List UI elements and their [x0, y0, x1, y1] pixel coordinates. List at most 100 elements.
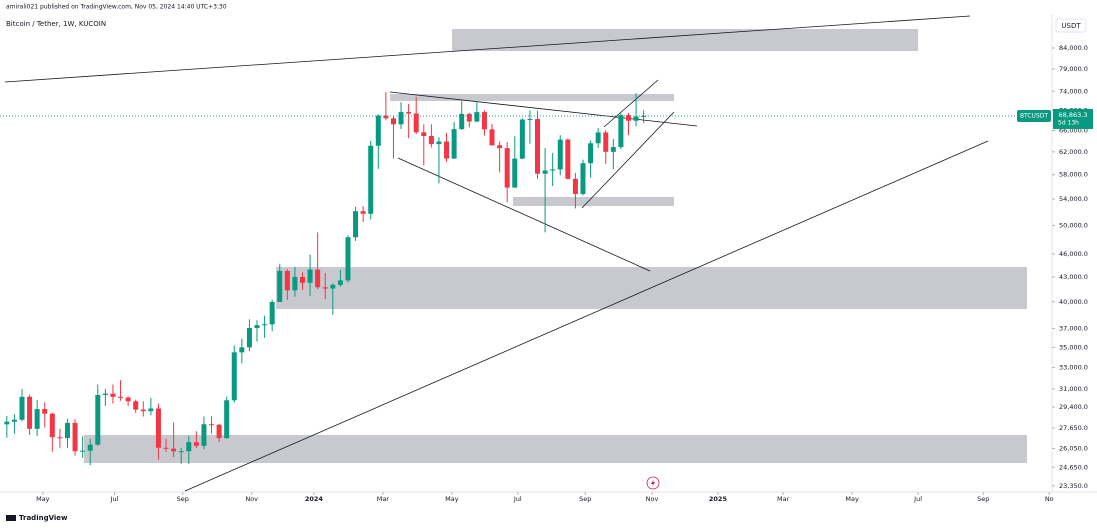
candle-body: [595, 132, 601, 144]
trend-line: [397, 157, 651, 272]
price-zone: [390, 94, 674, 101]
candle-body: [633, 116, 639, 121]
candle-body: [504, 148, 510, 188]
y-tick-label: 26,050.0: [1059, 444, 1088, 452]
y-tick-label: 23,350.0: [1059, 482, 1088, 490]
candle-body: [34, 409, 40, 429]
candle-body: [80, 450, 86, 452]
candle-body: [330, 284, 336, 289]
candle-body: [353, 211, 359, 238]
candle-body: [307, 269, 313, 283]
currency[interactable]: USDT: [1061, 22, 1081, 30]
candle-body: [413, 113, 419, 133]
y-tick-label: 50,000.0: [1059, 221, 1088, 229]
candle-body: [580, 163, 586, 194]
price-badge: [1053, 108, 1093, 129]
candle-body: [148, 408, 154, 412]
candle-body: [171, 448, 177, 452]
y-tick-label: 33,000.0: [1059, 364, 1088, 372]
x-tick-label: Sep: [977, 495, 989, 503]
candle-body: [466, 113, 472, 122]
candle-body: [345, 237, 351, 281]
candle-body: [610, 147, 616, 152]
candles: [4, 92, 647, 466]
candle-body: [64, 422, 70, 439]
x-tick-label: Nov: [646, 495, 659, 503]
candle-body: [49, 413, 55, 438]
candle-body: [390, 118, 396, 125]
candle-body: [42, 409, 48, 414]
candle-body: [11, 419, 17, 422]
candle-body: [125, 397, 131, 402]
trend-line: [581, 111, 675, 209]
candle-body: [284, 270, 290, 291]
y-tick-label: 43,000.0: [1059, 273, 1088, 281]
candle-body: [269, 302, 275, 325]
candle-body: [4, 421, 10, 425]
candle-body: [474, 112, 480, 122]
candle-body: [542, 170, 548, 174]
y-tick-label: 35,000.0: [1059, 343, 1088, 351]
candle-body: [625, 115, 631, 121]
lightning-icon[interactable]: [646, 476, 660, 490]
y-tick-label: 84,000.0: [1059, 44, 1088, 52]
symbol-label: BTCUSDT: [1020, 112, 1048, 119]
y-tick-label: 74,000.0: [1059, 87, 1088, 95]
candle-body: [406, 112, 412, 114]
y-tick-label: 54,000.0: [1059, 195, 1088, 203]
candle-body: [572, 178, 578, 194]
candle-body: [337, 280, 343, 285]
x-tick-label: No: [1045, 495, 1054, 503]
x-tick-label: Sep: [579, 495, 591, 503]
candle-body: [557, 139, 563, 170]
price-zone: [452, 29, 918, 51]
x-tick-label: May: [36, 495, 50, 503]
chart-title: Bitcoin / Tether, 1W, KUCOIN: [6, 20, 106, 28]
candle-body: [72, 422, 78, 452]
candle-body: [550, 169, 556, 171]
candle-body: [216, 424, 222, 439]
candle-body: [155, 408, 161, 448]
candle-body: [209, 424, 215, 426]
brand-logo[interactable]: TradingView: [6, 514, 68, 522]
candle-body: [193, 442, 199, 446]
x-tick-label: 2025: [709, 495, 728, 503]
candle-body: [19, 396, 25, 420]
candle-body: [481, 112, 487, 130]
candle-body: [315, 269, 321, 288]
currency-box[interactable]: [1055, 18, 1087, 33]
candle-body: [102, 393, 108, 395]
x-tick-label: Jul: [110, 495, 119, 503]
brand-name[interactable]: TradingView: [19, 514, 68, 522]
x-tick-label: Mar: [777, 495, 790, 503]
candle-body: [322, 287, 328, 289]
candle-body: [360, 211, 366, 214]
x-tick-label: May: [845, 495, 859, 503]
x-tick-label: Nov: [245, 495, 258, 503]
x-tick-label: Jul: [913, 495, 922, 503]
candle-body: [246, 327, 252, 348]
candle-body: [535, 119, 541, 174]
candle-body: [641, 115, 647, 117]
candle-body: [565, 139, 571, 179]
candle-body: [201, 424, 207, 446]
candle-body: [140, 409, 146, 412]
trend-line: [603, 79, 659, 128]
y-tick-label: 79,000.0: [1059, 65, 1088, 73]
candle-body: [277, 270, 283, 303]
symbol-badge: [1017, 109, 1051, 122]
candle-body: [603, 132, 609, 152]
candle-body: [292, 276, 298, 291]
candle-body: [163, 447, 169, 449]
candle-body: [231, 352, 237, 401]
y-tick-label: 62,000.0: [1059, 148, 1088, 156]
candle-body: [489, 129, 495, 146]
candle-body: [519, 119, 525, 159]
x-tick-label: May: [445, 495, 459, 503]
x-tick-label: Sep: [177, 495, 189, 503]
candle-body: [383, 115, 389, 119]
price-zone: [84, 435, 1027, 463]
candle-body: [186, 442, 192, 452]
candle-body: [588, 143, 594, 164]
candle-body: [444, 141, 450, 159]
